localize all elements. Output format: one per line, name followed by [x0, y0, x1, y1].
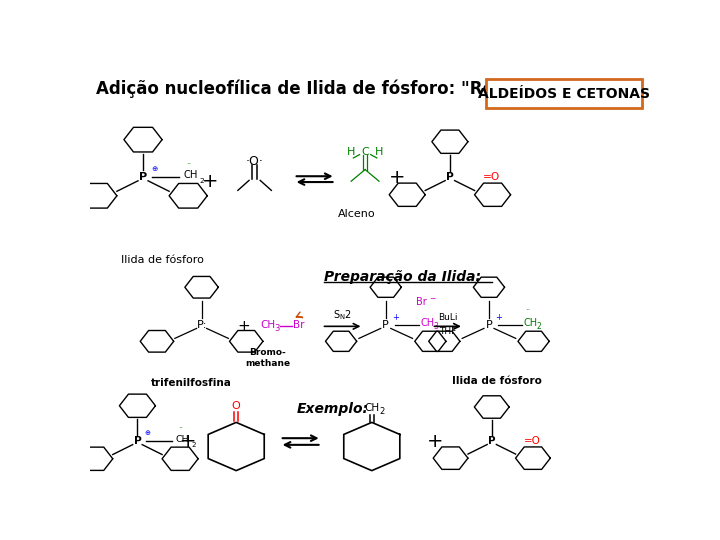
Text: ⊕: ⊕ [145, 430, 151, 436]
Text: P: P [382, 320, 389, 330]
Text: CH: CH [260, 320, 275, 330]
Text: CH: CH [420, 318, 434, 328]
Text: O: O [232, 401, 240, 411]
Text: +: + [179, 431, 196, 450]
Text: Exemplo:: Exemplo: [297, 402, 369, 416]
Text: CH: CH [183, 170, 197, 180]
Text: +: + [389, 167, 405, 186]
FancyBboxPatch shape [486, 79, 642, 109]
Text: +: + [495, 313, 503, 322]
Text: P: P [446, 172, 454, 182]
Text: Preparação da Ilida:: Preparação da Ilida: [324, 270, 482, 284]
Text: 2: 2 [199, 178, 204, 184]
Text: Br: Br [292, 320, 304, 330]
Text: P: P [485, 320, 492, 330]
Text: Ilida de fósforo: Ilida de fósforo [452, 376, 542, 386]
Text: trifenilfosfina: trifenilfosfina [151, 378, 232, 388]
Text: C: C [361, 147, 369, 157]
Text: H: H [347, 147, 356, 157]
Text: P:: P: [197, 320, 207, 330]
Text: S$_\mathregular{N}$2: S$_\mathregular{N}$2 [333, 308, 351, 322]
Text: Alceno: Alceno [338, 210, 376, 219]
Text: −: − [429, 294, 436, 303]
Text: 3: 3 [433, 322, 438, 331]
Text: =O: =O [523, 436, 541, 446]
Text: ALDEÍDOS E CETONAS: ALDEÍDOS E CETONAS [478, 87, 650, 101]
Text: Br: Br [416, 297, 427, 307]
Text: +: + [202, 172, 218, 191]
Text: P: P [488, 436, 495, 446]
Text: P: P [139, 172, 147, 182]
Text: Ilida de fósforo: Ilida de fósforo [121, 255, 204, 265]
Text: ·O·: ·O· [246, 155, 264, 168]
Text: 2: 2 [379, 407, 384, 416]
Text: THF: THF [439, 327, 456, 336]
Text: CH: CH [176, 435, 189, 444]
Text: 3: 3 [274, 325, 279, 333]
Text: H: H [375, 147, 383, 157]
Text: ⊕: ⊕ [151, 166, 157, 172]
Text: Bromo-
methane: Bromo- methane [245, 348, 290, 368]
Text: BuLi: BuLi [438, 313, 457, 322]
Text: Adição nucleofílica de Ilida de fósforo: "Reação de Wittig": Adição nucleofílica de Ilida de fósforo:… [96, 79, 638, 98]
Text: +: + [392, 313, 399, 322]
Text: +: + [237, 319, 250, 334]
Text: 2: 2 [537, 322, 541, 331]
Text: 2: 2 [191, 442, 196, 448]
Text: P: P [133, 436, 141, 446]
Text: ··: ·· [179, 424, 184, 433]
Text: CH: CH [364, 403, 379, 413]
Text: ··: ·· [526, 307, 531, 315]
Text: +: + [426, 431, 443, 450]
Text: ··: ·· [186, 160, 192, 169]
Text: =O: =O [483, 172, 500, 182]
Text: CH: CH [523, 318, 538, 328]
